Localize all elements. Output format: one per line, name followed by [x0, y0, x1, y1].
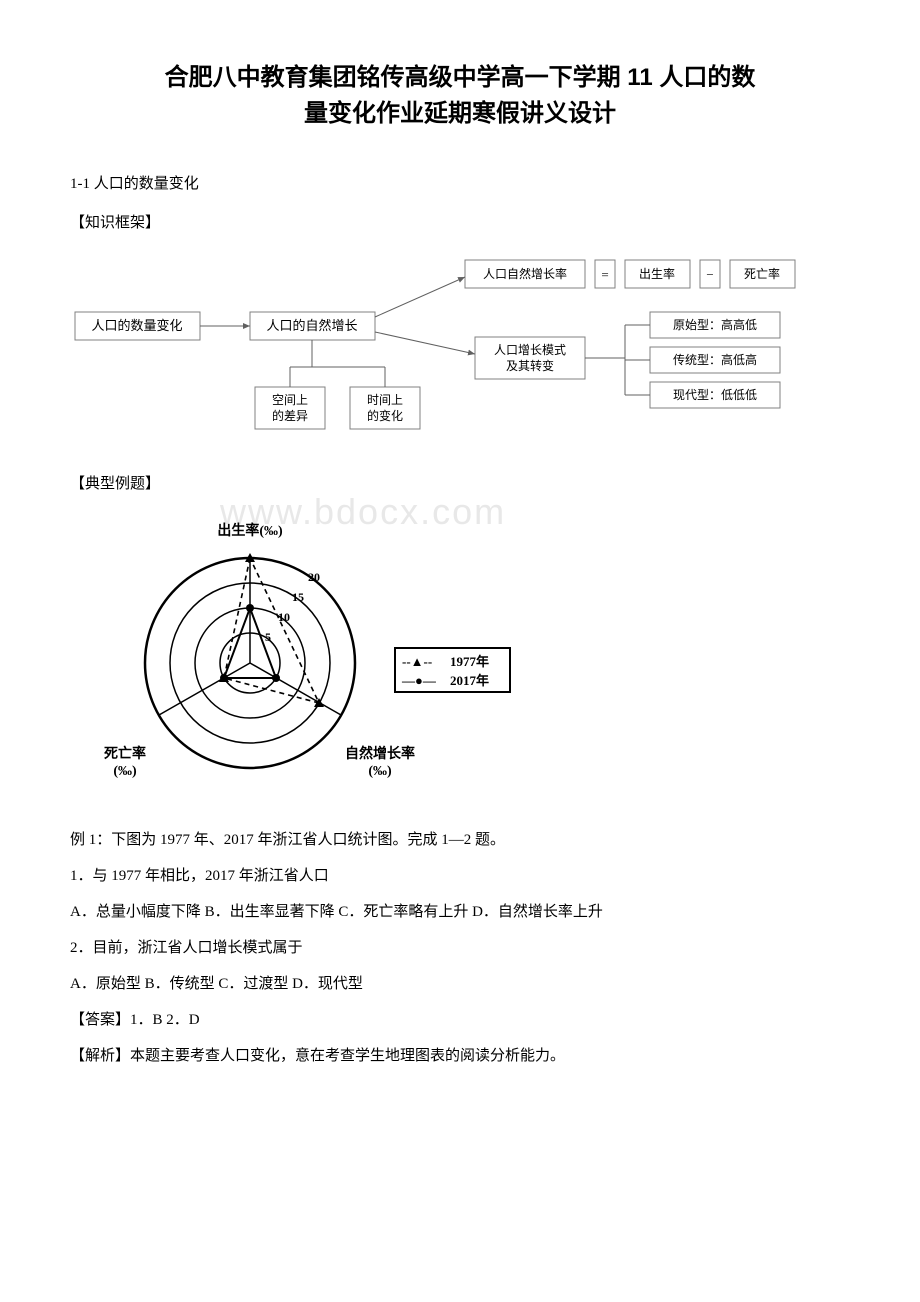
node-c-2: 的差异 — [272, 408, 308, 423]
q2-options: A．原始型 B．传统型 C．过渡型 D．现代型 — [70, 972, 850, 996]
q1: 1．与 1977 年相比，2017 年浙江省人口 — [70, 864, 850, 888]
example-label: 【典型例题】 — [70, 472, 850, 493]
legend-1: 1977年 — [450, 654, 489, 669]
section-1-1: 1-1 人口的数量变化 — [70, 172, 850, 193]
axis-top: 出生率(‰) — [217, 522, 283, 539]
node-k: 现代型：低低低 — [673, 388, 757, 402]
concept-diagram: 人口的数量变化 人口的自然增长 空间上 的差异 时间上 的变化 人口自然增长率 … — [70, 242, 850, 447]
axis-left-2: (‰) — [113, 764, 137, 779]
legend-2: 2017年 — [450, 673, 489, 688]
title-line1: 合肥八中教育集团铭传高级中学高一下学期 11 人口的数 — [165, 64, 756, 91]
axis-right-2: (‰) — [368, 764, 392, 779]
node-eq: = — [601, 267, 608, 282]
node-b: 人口的自然增长 — [266, 318, 357, 333]
answer: 【答案】1．B 2．D — [70, 1008, 850, 1032]
node-d-1: 时间上 — [367, 393, 403, 407]
page-title: 合肥八中教育集团铭传高级中学高一下学期 11 人口的数 量变化作业延期寒假讲义设… — [70, 60, 850, 132]
legend-m2: —●— — [401, 673, 437, 688]
ring-5: 5 — [265, 630, 271, 644]
legend-m1: --▲-- — [402, 654, 432, 669]
analysis: 【解析】本题主要考查人口变化，意在考查学生地理图表的阅读分析能力。 — [70, 1044, 850, 1068]
node-d-2: 的变化 — [367, 408, 403, 423]
example-intro: 例 1：下图为 1977 年、2017 年浙江省人口统计图。完成 1—2 题。 — [70, 828, 850, 852]
node-a: 人口的数量变化 — [91, 318, 182, 333]
q2: 2．目前，浙江省人口增长模式属于 — [70, 936, 850, 960]
q1-options: A．总量小幅度下降 B．出生率显著下降 C．死亡率略有上升 D．自然增长率上升 — [70, 900, 850, 924]
radar-chart: www.bdocx.com 5 10 15 20 — [70, 503, 850, 808]
node-c-1: 空间上 — [272, 393, 308, 407]
knowledge-frame-label: 【知识框架】 — [70, 211, 850, 232]
ring-10: 10 — [278, 610, 290, 624]
node-f: 出生率 — [639, 266, 675, 281]
node-g: 死亡率 — [744, 266, 780, 281]
axis-right-1: 自然增长率 — [345, 745, 415, 762]
axis-left-1: 死亡率 — [103, 745, 146, 762]
title-line2: 量变化作业延期寒假讲义设计 — [304, 100, 616, 127]
ring-20: 20 — [308, 570, 320, 584]
node-h-2: 及其转变 — [506, 358, 554, 373]
node-minus: − — [706, 267, 713, 282]
node-e: 人口自然增长率 — [483, 266, 567, 281]
ring-15: 15 — [292, 590, 304, 604]
node-i: 原始型：高高低 — [673, 317, 757, 332]
node-j: 传统型：高低高 — [673, 352, 757, 367]
node-h-1: 人口增长模式 — [494, 343, 566, 357]
